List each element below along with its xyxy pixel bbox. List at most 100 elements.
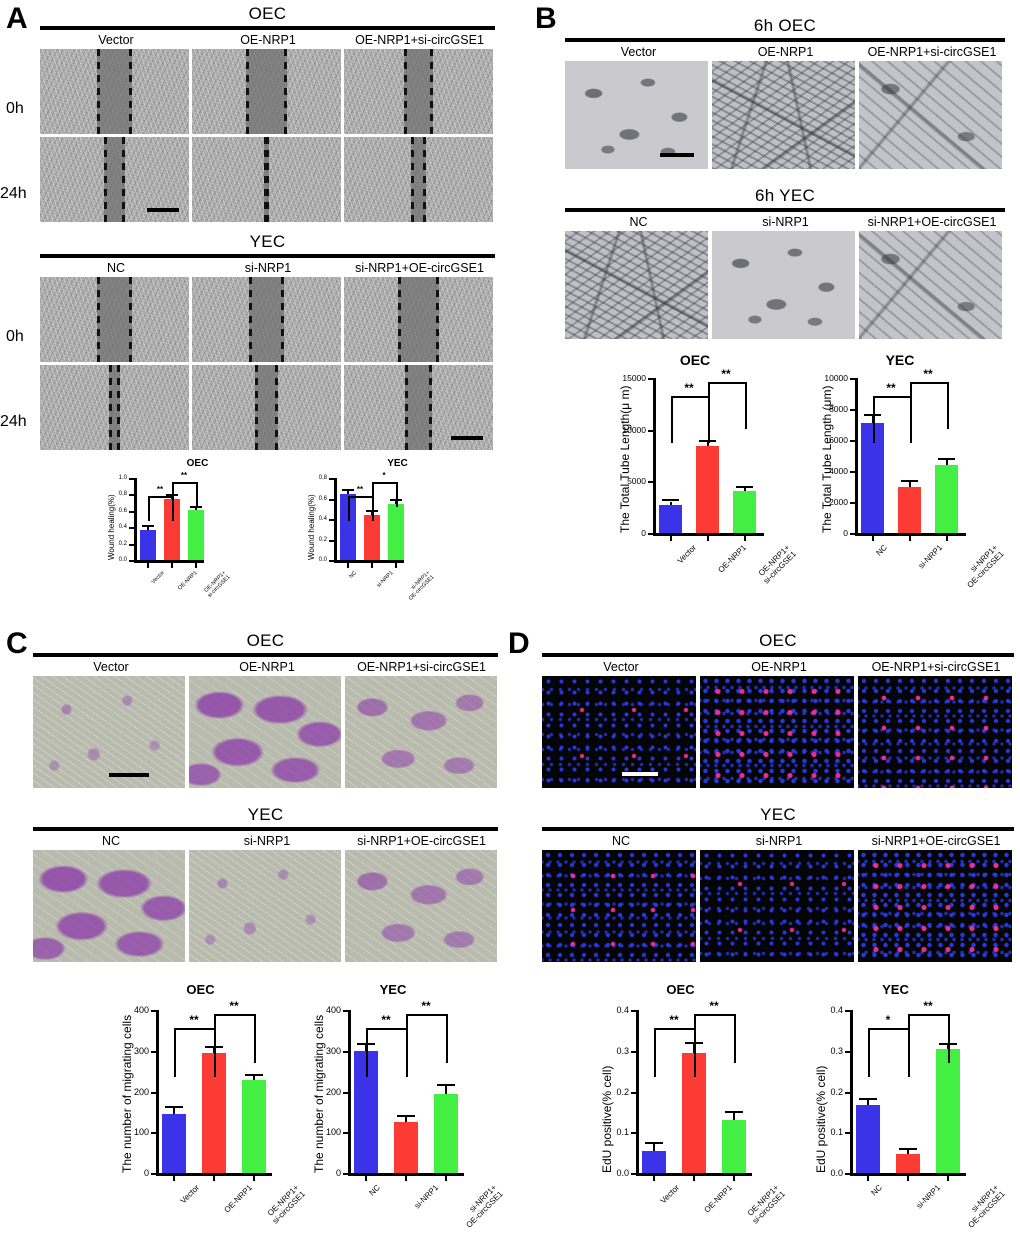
- y-tick-label: 1.0: [118, 475, 127, 481]
- y-tick: [151, 1132, 156, 1135]
- error-bar: [871, 415, 874, 423]
- panel-b: B 6h OEC Vector OE-NRP1 OE-NRP1+si-circG…: [510, 0, 1020, 600]
- chart-title: OEC: [666, 982, 695, 997]
- x-tick: [693, 1175, 695, 1181]
- error-bar: [743, 487, 746, 491]
- chart-title: YEC: [885, 352, 915, 368]
- bar-2: [733, 490, 756, 533]
- condition-label: si-NRP1+OE-circGSE1: [867, 215, 997, 229]
- y-tick: [850, 409, 855, 411]
- y-tick-label: 0.0: [830, 1168, 843, 1178]
- y-tick-label: 0.4: [318, 516, 327, 522]
- x-tick: [405, 1175, 407, 1181]
- error-cap: [142, 524, 154, 527]
- y-tick-label: 0.8: [118, 491, 127, 498]
- error-cap: [685, 1041, 703, 1044]
- y-tick-label: 0: [641, 528, 646, 538]
- y-tick: [329, 478, 334, 480]
- x-tick: [445, 1175, 447, 1181]
- panel-b-oec-group: 6h OEC Vector OE-NRP1 OE-NRP1+si-circGSE…: [565, 16, 1005, 169]
- panel-d-yec-group: YEC NC si-NRP1 si-NRP1+OE-circGSE1: [542, 805, 1014, 962]
- error-cap: [357, 1042, 375, 1045]
- edu-image-oe-nrp1: [700, 676, 854, 788]
- error-bar: [173, 1107, 175, 1114]
- bar-0: [340, 494, 356, 560]
- edu-image-si-nrp1: [700, 850, 854, 962]
- y-axis: [855, 378, 858, 536]
- x-tick: [871, 535, 874, 541]
- wound-image-24h-vector: [40, 137, 189, 222]
- plot-area: 0 2000 4000 6000 8000 10000: [824, 373, 966, 541]
- error-cap: [645, 1142, 663, 1145]
- x-axis-label: Vector: [150, 570, 166, 586]
- condition-label: OE-NRP1: [751, 660, 807, 674]
- edu-image-si-nrp1-oe-circgse1: [858, 850, 1012, 962]
- chart-title: OEC: [186, 458, 209, 469]
- panel-c-letter: C: [6, 627, 28, 660]
- y-tick-label: 10000: [824, 373, 848, 383]
- wound-image-24h-oe-nrp1-si-circgse1: [344, 137, 493, 222]
- bar-2: [188, 509, 204, 560]
- bar-0: [856, 1105, 880, 1173]
- y-tick-label: 5000: [627, 476, 646, 487]
- panel-d-yec-rule: [542, 827, 1014, 831]
- panel-a: A OEC Vector OE-NRP1 OE-NRP1+si-circGSE1: [0, 0, 500, 600]
- error-bar: [907, 1150, 909, 1154]
- tube-image-oe-nrp1-si-circgse1: [859, 61, 1002, 169]
- error-bar: [347, 491, 349, 495]
- panel-c-oec-rule: [33, 653, 498, 657]
- x-axis: [855, 533, 966, 536]
- panel-b-oec-conditions: Vector OE-NRP1 OE-NRP1+si-circGSE1: [565, 45, 1005, 59]
- y-axis-label: The Total Tube Length(μ m): [618, 385, 633, 533]
- transwell-image-si-nrp1: [189, 850, 341, 962]
- x-axis: [156, 1173, 272, 1176]
- plot-area: 0.0 0.1 0.2 0.3 0.4: [830, 1005, 966, 1181]
- panel-d-yec-title: YEC: [760, 805, 796, 824]
- y-tick-label: 0.3: [830, 1045, 843, 1056]
- wound-image-0h-si-nrp1-oe-circgse1: [344, 277, 493, 362]
- bar-0: [140, 529, 156, 560]
- y-tick: [129, 478, 134, 480]
- condition-label: si-NRP1: [244, 261, 292, 275]
- x-tick: [669, 535, 672, 541]
- error-bar: [693, 1043, 695, 1053]
- tube-image-si-nrp1: [712, 231, 855, 339]
- condition-label: NC: [629, 215, 648, 229]
- error-bar: [365, 1044, 367, 1051]
- tube-image-si-nrp1-oe-circgse1: [859, 231, 1002, 339]
- panel-b-oec-rule: [565, 38, 1005, 42]
- panel-d-oec-group: OEC Vector OE-NRP1 OE-NRP1+si-circGSE1: [542, 631, 1014, 788]
- x-tick: [908, 535, 911, 541]
- y-tick-label: 0.6: [118, 507, 127, 514]
- transwell-image-si-nrp1-oe-circgse1: [345, 850, 497, 962]
- error-cap: [939, 1043, 957, 1046]
- x-tick: [147, 562, 149, 568]
- bar-1: [202, 1052, 226, 1173]
- condition-label: NC: [611, 834, 631, 848]
- condition-label: OE-NRP1: [240, 33, 296, 47]
- x-axis-label: OE-NRP1: [715, 543, 748, 575]
- y-tick: [845, 1091, 850, 1094]
- x-tick: [365, 1175, 367, 1181]
- tube-image-vector: [565, 61, 708, 169]
- x-tick: [945, 535, 948, 541]
- error-bar: [945, 460, 948, 465]
- y-axis: [636, 1010, 639, 1176]
- bar-2: [935, 464, 958, 533]
- y-tick: [648, 378, 653, 380]
- error-cap: [864, 413, 881, 416]
- x-axis-label: Vector: [658, 1183, 682, 1206]
- bar-1: [898, 486, 921, 533]
- y-tick-label: 0.0: [318, 557, 327, 563]
- plot-area: 0.0 0.1 0.2 0.3 0.4: [616, 1005, 752, 1181]
- tube-image-nc: [565, 231, 708, 339]
- y-axis-label: Wound healing(%): [106, 494, 116, 560]
- error-cap: [165, 1105, 183, 1108]
- error-bar: [445, 1086, 447, 1094]
- x-tick: [253, 1175, 255, 1181]
- x-axis: [850, 1173, 966, 1176]
- chart-b-oec: OEC 0 5000 10000 15000 The Total Tube Length(…: [595, 352, 797, 600]
- panel-a-yec-title: YEC: [249, 232, 286, 251]
- panel-d-oec-images: [542, 676, 1014, 788]
- y-axis: [653, 378, 656, 536]
